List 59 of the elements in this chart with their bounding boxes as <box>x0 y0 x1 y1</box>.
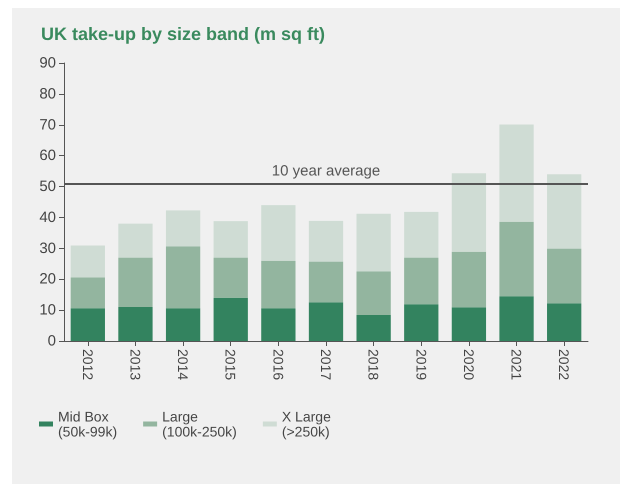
bar <box>499 296 534 341</box>
bar <box>166 210 200 246</box>
bar <box>356 315 391 341</box>
x-tick-label: 2021 <box>508 349 525 380</box>
legend-label: Mid Box (50k-99k) <box>58 408 118 440</box>
bar <box>547 248 582 304</box>
y-tick-label: 50 <box>39 178 56 196</box>
y-tick-label: 0 <box>48 332 56 350</box>
y-tick-label: 70 <box>39 116 56 134</box>
bar <box>261 308 296 341</box>
x-tick-label: 2018 <box>366 349 382 380</box>
bar <box>499 222 534 296</box>
y-tick-label: 20 <box>39 270 56 288</box>
bar <box>118 258 153 308</box>
bar <box>452 307 486 341</box>
bar <box>452 173 486 252</box>
bar <box>308 262 344 302</box>
bar <box>70 277 105 308</box>
x-tick-label: 2013 <box>127 349 144 380</box>
bar <box>214 258 248 298</box>
bar <box>166 246 200 308</box>
y-tick-label: 10 <box>39 302 56 319</box>
y-tick-label: 40 <box>39 208 56 226</box>
bar <box>261 260 296 308</box>
bar <box>214 221 248 258</box>
bar <box>70 308 105 341</box>
chart-title: UK take-up by size band (m sq ft) <box>41 24 326 44</box>
bar <box>404 258 438 304</box>
bar <box>547 303 582 341</box>
ref-line-label: 10 year average <box>272 162 380 180</box>
bar <box>308 220 344 262</box>
x-tick-label: 2015 <box>222 349 239 380</box>
x-tick-label: 2017 <box>318 349 334 380</box>
bar <box>118 224 153 258</box>
legend-label: Large (100k-250k) <box>162 408 237 440</box>
x-tick-label: 2012 <box>80 349 96 380</box>
bar <box>70 246 105 278</box>
x-tick-label: 2022 <box>556 349 572 380</box>
bar <box>166 308 200 341</box>
legend-label: X Large (>250k) <box>282 408 332 440</box>
x-tick-label: 2014 <box>175 349 192 380</box>
bar <box>214 298 248 341</box>
y-tick-label: 60 <box>39 147 56 164</box>
bar <box>452 252 486 308</box>
x-tick-label: 2016 <box>270 349 286 380</box>
bar <box>547 174 582 249</box>
x-tick-label: 2020 <box>460 349 477 380</box>
bar <box>356 272 391 316</box>
bar <box>356 214 391 272</box>
bar <box>308 302 344 341</box>
x-tick-label: 2019 <box>413 349 430 380</box>
y-tick-label: 90 <box>39 54 56 72</box>
bar <box>499 124 534 222</box>
bar <box>404 212 438 258</box>
bar <box>118 307 153 341</box>
bar <box>261 205 296 261</box>
bar <box>404 304 438 341</box>
y-tick-label: 30 <box>39 240 56 257</box>
y-tick-label: 80 <box>39 85 56 102</box>
